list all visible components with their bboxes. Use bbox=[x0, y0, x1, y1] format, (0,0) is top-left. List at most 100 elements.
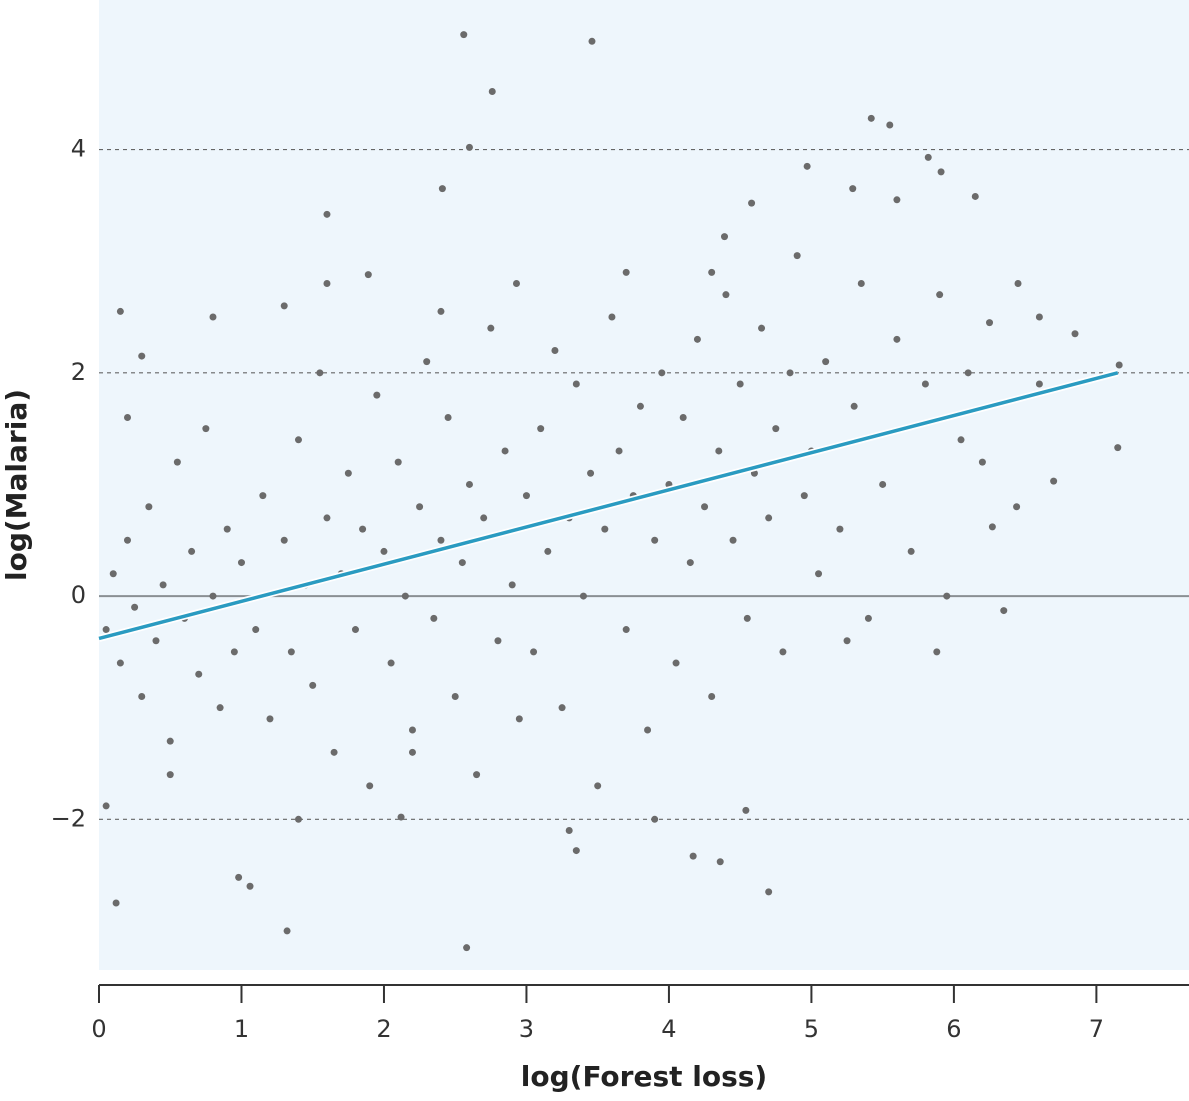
point bbox=[138, 352, 146, 360]
point bbox=[515, 715, 523, 723]
plot-background bbox=[99, 0, 1189, 970]
point bbox=[280, 536, 288, 544]
point bbox=[615, 447, 623, 455]
point bbox=[658, 369, 666, 377]
x-tick-label: 7 bbox=[1089, 1015, 1104, 1043]
point bbox=[544, 547, 552, 555]
point bbox=[779, 648, 787, 656]
point bbox=[786, 369, 794, 377]
point bbox=[323, 210, 331, 218]
point bbox=[708, 693, 716, 701]
point bbox=[537, 425, 545, 433]
x-tick-label: 2 bbox=[376, 1015, 391, 1043]
point bbox=[572, 847, 580, 855]
point bbox=[522, 492, 530, 500]
point bbox=[701, 503, 709, 511]
point bbox=[708, 268, 716, 276]
point bbox=[287, 648, 295, 656]
point bbox=[893, 196, 901, 204]
point bbox=[689, 852, 697, 860]
point bbox=[512, 280, 520, 288]
x-tick-label: 0 bbox=[91, 1015, 106, 1043]
point bbox=[223, 525, 231, 533]
point bbox=[608, 313, 616, 321]
point bbox=[693, 335, 701, 343]
point bbox=[131, 603, 139, 611]
point bbox=[636, 402, 644, 410]
point bbox=[601, 525, 609, 533]
point bbox=[152, 637, 160, 645]
point bbox=[116, 307, 124, 315]
point bbox=[572, 380, 580, 388]
point bbox=[579, 592, 587, 600]
point bbox=[803, 162, 811, 170]
point bbox=[465, 143, 473, 151]
point bbox=[394, 458, 402, 466]
point bbox=[359, 525, 367, 533]
point bbox=[864, 614, 872, 622]
point bbox=[195, 670, 203, 678]
point bbox=[508, 581, 516, 589]
point bbox=[565, 826, 573, 834]
point bbox=[936, 291, 944, 299]
point bbox=[924, 153, 932, 161]
point bbox=[237, 559, 245, 567]
point bbox=[444, 413, 452, 421]
point bbox=[644, 726, 652, 734]
point bbox=[364, 271, 372, 279]
point bbox=[437, 307, 445, 315]
point bbox=[843, 637, 851, 645]
point bbox=[123, 413, 131, 421]
point bbox=[893, 335, 901, 343]
point bbox=[430, 614, 438, 622]
point bbox=[530, 648, 538, 656]
point bbox=[366, 782, 374, 790]
point bbox=[283, 927, 291, 935]
point bbox=[387, 659, 395, 667]
point bbox=[748, 199, 756, 207]
point bbox=[849, 185, 857, 193]
point bbox=[722, 291, 730, 299]
point bbox=[988, 523, 996, 531]
point bbox=[772, 425, 780, 433]
point bbox=[729, 536, 737, 544]
point bbox=[458, 559, 466, 567]
y-tick-label: 2 bbox=[71, 358, 86, 386]
point bbox=[401, 592, 409, 600]
x-tick-label: 6 bbox=[946, 1015, 961, 1043]
x-tick-label: 4 bbox=[661, 1015, 676, 1043]
point bbox=[686, 559, 694, 567]
point bbox=[209, 313, 217, 321]
point bbox=[800, 492, 808, 500]
point bbox=[494, 637, 502, 645]
point bbox=[397, 813, 405, 821]
point bbox=[978, 458, 986, 466]
point bbox=[1071, 330, 1079, 338]
point bbox=[294, 436, 302, 444]
point bbox=[742, 806, 750, 814]
point bbox=[166, 771, 174, 779]
point bbox=[480, 514, 488, 522]
point bbox=[344, 469, 352, 477]
point bbox=[793, 252, 801, 260]
x-tick-label: 5 bbox=[804, 1015, 819, 1043]
point bbox=[280, 302, 288, 310]
point bbox=[587, 469, 595, 477]
point bbox=[102, 802, 110, 810]
point bbox=[594, 782, 602, 790]
point bbox=[907, 547, 915, 555]
point bbox=[460, 31, 468, 39]
point bbox=[964, 369, 972, 377]
point bbox=[202, 425, 210, 433]
y-tick-label: 0 bbox=[71, 581, 86, 609]
point bbox=[1050, 477, 1058, 485]
point bbox=[235, 873, 243, 881]
point bbox=[188, 547, 196, 555]
point bbox=[1000, 607, 1008, 615]
fit-line bbox=[98, 371, 1119, 641]
point bbox=[323, 280, 331, 288]
point bbox=[1114, 444, 1122, 452]
point bbox=[266, 715, 274, 723]
point bbox=[102, 626, 110, 634]
